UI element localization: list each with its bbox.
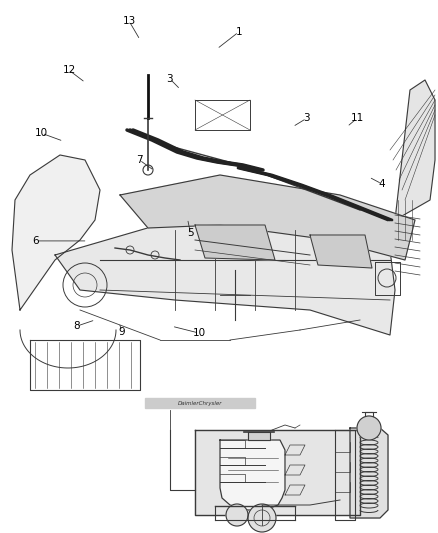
Polygon shape	[220, 440, 285, 510]
Polygon shape	[12, 155, 100, 310]
Circle shape	[226, 504, 248, 526]
Text: 13: 13	[123, 17, 136, 26]
Text: 3: 3	[303, 114, 310, 123]
Text: 4: 4	[378, 179, 385, 189]
Text: 12: 12	[63, 66, 76, 75]
Text: 3: 3	[166, 74, 173, 84]
Polygon shape	[248, 432, 270, 440]
Circle shape	[357, 416, 381, 440]
Polygon shape	[195, 225, 275, 260]
Text: 10: 10	[193, 328, 206, 338]
Text: 5: 5	[187, 229, 194, 238]
Polygon shape	[310, 235, 372, 268]
Text: 10: 10	[35, 128, 48, 138]
Text: 7: 7	[136, 155, 143, 165]
Polygon shape	[145, 398, 255, 408]
Polygon shape	[395, 80, 435, 220]
Text: 6: 6	[32, 236, 39, 246]
Text: 9: 9	[118, 327, 125, 336]
Polygon shape	[195, 430, 360, 515]
Text: DaimlerChrysler: DaimlerChrysler	[178, 400, 222, 406]
Text: 1: 1	[235, 27, 242, 37]
Text: 8: 8	[73, 321, 80, 331]
Text: 11: 11	[350, 114, 364, 123]
Polygon shape	[350, 428, 388, 518]
Polygon shape	[55, 220, 395, 335]
Circle shape	[248, 504, 276, 532]
Polygon shape	[120, 175, 415, 260]
